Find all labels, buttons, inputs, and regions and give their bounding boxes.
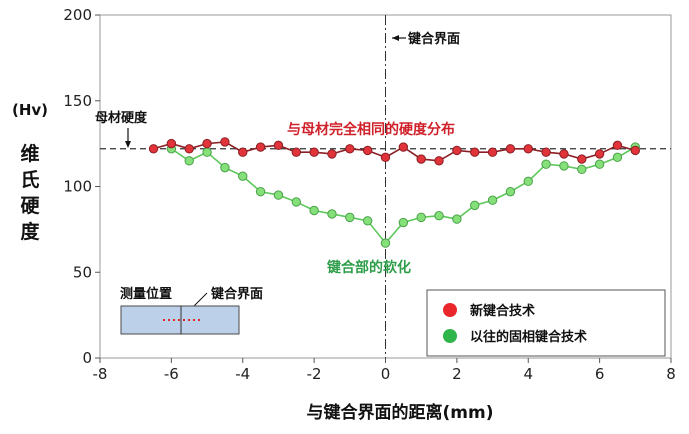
new-point xyxy=(452,145,462,156)
base-hardness-label: 母材硬度 xyxy=(95,110,148,126)
conventional-line xyxy=(170,146,636,245)
new-point xyxy=(470,147,480,157)
bond-interface-label: 键合界面 xyxy=(407,31,460,47)
conventional-point xyxy=(220,162,230,173)
conventional-point xyxy=(559,161,569,171)
new-point xyxy=(434,156,444,166)
y-tick-label: 150 xyxy=(63,92,92,110)
red-annotation: 与母材完全相同的硬度分布 xyxy=(287,121,455,138)
y-tick-label: 50 xyxy=(73,263,92,281)
new-point xyxy=(541,147,551,157)
new-point xyxy=(398,142,409,152)
conventional-point xyxy=(184,156,194,166)
measurement-inset: 测量位置 键合界面 xyxy=(120,286,263,335)
inset-label-right: 键合界面 xyxy=(210,286,263,302)
new-point xyxy=(291,147,301,157)
conventional-point xyxy=(416,212,426,223)
x-tick-label: -2 xyxy=(307,365,322,383)
new-point xyxy=(345,144,355,154)
conventional-point xyxy=(273,190,284,200)
conventional-point xyxy=(470,200,480,211)
x-axis: -8 -6 -4 -2 0 2 4 6 8 xyxy=(93,358,676,383)
conventional-point xyxy=(345,212,355,223)
new-line xyxy=(153,141,636,162)
svg-text:维氏硬度: 维氏硬度 xyxy=(20,142,40,243)
x-axis-title: 与键合界面的距离(mm) xyxy=(307,402,494,423)
new-point xyxy=(577,154,587,164)
series-conventional xyxy=(166,142,641,248)
bond-interface-annotation: 键合界面 xyxy=(392,31,460,47)
new-point xyxy=(327,149,337,159)
new-point xyxy=(220,137,230,147)
new-point xyxy=(594,149,605,159)
legend-marker-new xyxy=(443,303,457,317)
base-hardness-annotation: 母材硬度 xyxy=(95,110,148,148)
new-point xyxy=(380,152,391,163)
legend-box xyxy=(426,289,666,357)
green-annotation: 键合部的软化 xyxy=(326,259,411,276)
conventional-point xyxy=(309,205,319,216)
y-axis-unit: (Hv) xyxy=(12,101,48,119)
x-tick-label: -8 xyxy=(93,365,108,383)
x-tick-label: 8 xyxy=(666,365,676,383)
conventional-point xyxy=(612,152,623,163)
conventional-point xyxy=(291,197,301,207)
conventional-point xyxy=(505,186,516,197)
conventional-point xyxy=(255,186,266,197)
x-tick-label: 0 xyxy=(381,365,391,383)
conventional-point xyxy=(452,214,462,224)
conventional-point xyxy=(594,159,605,169)
new-point xyxy=(166,138,177,149)
y-tick-label: 0 xyxy=(82,349,92,367)
new-point xyxy=(523,144,533,154)
new-point xyxy=(148,144,159,154)
conventional-point xyxy=(362,216,373,226)
new-point xyxy=(255,142,266,152)
new-point xyxy=(362,145,373,156)
new-point xyxy=(202,138,212,149)
new-point xyxy=(505,144,516,154)
new-point xyxy=(309,147,319,157)
y-tick-label: 200 xyxy=(63,6,92,24)
conventional-point xyxy=(541,159,551,169)
x-tick-label: 4 xyxy=(523,365,533,383)
conventional-point xyxy=(523,176,533,187)
conventional-point xyxy=(380,238,391,248)
series-new xyxy=(148,137,641,166)
inset-label-left: 测量位置 xyxy=(120,286,172,302)
new-point xyxy=(184,144,194,154)
conventional-point xyxy=(238,171,248,181)
new-point xyxy=(559,149,569,159)
new-point xyxy=(273,140,284,151)
new-point xyxy=(630,145,641,156)
x-tick-label: -6 xyxy=(164,365,179,383)
conventional-point xyxy=(434,210,444,221)
new-point xyxy=(416,154,426,164)
conventional-point xyxy=(577,164,587,175)
legend: 新键合技术 以往的固相键合技术 xyxy=(426,289,666,357)
x-tick-label: -4 xyxy=(235,365,250,383)
new-point xyxy=(612,140,623,151)
legend-marker-conventional xyxy=(443,329,457,343)
legend-label-conventional: 以往的固相键合技术 xyxy=(470,329,587,345)
x-tick-label: 6 xyxy=(595,365,605,383)
conventional-point xyxy=(398,217,409,228)
conventional-point xyxy=(487,195,498,205)
new-point xyxy=(487,147,498,157)
x-tick-label: 2 xyxy=(452,365,462,383)
new-point xyxy=(238,147,248,157)
conventional-point xyxy=(202,147,212,157)
y-tick-label: 100 xyxy=(63,178,92,196)
y-axis-title: 维氏硬度 xyxy=(20,142,40,243)
legend-label-new: 新键合技术 xyxy=(470,303,535,319)
conventional-point xyxy=(327,209,337,219)
y-axis: 0 50 100 150 200 xyxy=(63,6,100,367)
